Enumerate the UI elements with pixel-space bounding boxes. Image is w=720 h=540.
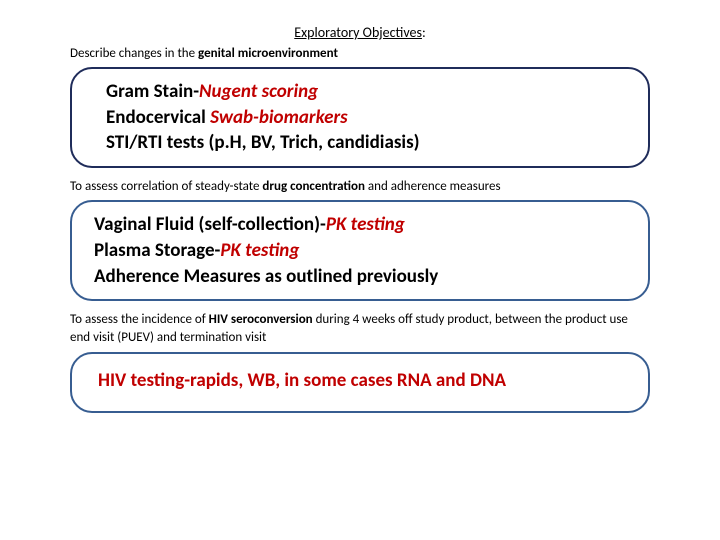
obj1-bold: genital microenvironment	[198, 46, 338, 61]
heading-text: Exploratory Objectives	[294, 24, 422, 41]
box1-line1: Gram Stain-Nugent scoring	[106, 79, 620, 105]
page-container: Exploratory Objectives: Describe changes…	[0, 0, 720, 413]
box2-line2-plain: Plasma Storage-	[94, 239, 220, 262]
obj1-prefix: Describe changes in the	[70, 46, 198, 61]
box1-line1-red: Nugent scoring	[199, 80, 318, 103]
box1-line2-plain: Endocervical	[106, 106, 210, 129]
box-1: Gram Stain-Nugent scoring Endocervical S…	[70, 67, 650, 168]
obj3-prefix: To assess the incidence of	[70, 312, 209, 327]
box1-line2-red: Swab-biomarkers	[210, 106, 348, 129]
box2-line3: Adherence Measures as outlined previousl…	[94, 264, 628, 290]
objective-2: To assess correlation of steady-state dr…	[70, 178, 650, 196]
box3-line1: HIV testing-rapids, WB, in some cases RN…	[98, 368, 628, 394]
box2-line2: Plasma Storage-PK testing	[94, 238, 628, 264]
page-heading: Exploratory Objectives:	[70, 24, 650, 41]
obj2-plain2: adherence measures	[391, 179, 501, 194]
box1-line3: STI/RTI tests (p.H, BV, Trich, candidias…	[106, 130, 620, 156]
box-3: HIV testing-rapids, WB, in some cases RN…	[70, 352, 650, 414]
objective-1: Describe changes in the genital microenv…	[70, 45, 650, 63]
box2-line1: Vaginal Fluid (self-collection)-PK testi…	[94, 212, 628, 238]
box-2: Vaginal Fluid (self-collection)-PK testi…	[70, 200, 650, 301]
box2-line1-red: PK testing	[326, 213, 405, 236]
box2-line2-red: PK testing	[220, 239, 299, 262]
box1-line2: Endocervical Swab-biomarkers	[106, 105, 620, 131]
box1-line1-plain: Gram Stain-	[106, 80, 199, 103]
heading-suffix: :	[422, 24, 426, 41]
obj2-mid: and	[365, 179, 391, 194]
obj3-bold: HIV seroconversion	[209, 312, 313, 327]
box2-line1-plain: Vaginal Fluid (self-collection)-	[94, 213, 326, 236]
objective-3: To assess the incidence of HIV seroconve…	[70, 311, 650, 347]
obj2-prefix: To assess correlation of steady-state	[70, 179, 262, 194]
obj2-bold: drug concentration	[262, 179, 365, 194]
